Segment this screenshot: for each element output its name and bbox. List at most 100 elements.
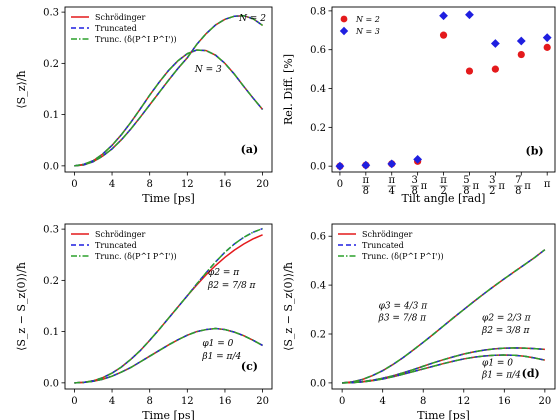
legend-label-truncated: Truncated [362,241,404,250]
series-line-trunc_delta [74,14,264,167]
y-axis-label: ⟨S_z − S_z(0)⟩/ħ [15,262,28,351]
y-tick-label: 0.0 [310,162,326,173]
series-line-truncated [74,49,264,167]
axes-frame [331,223,556,390]
y-tick-label: 0.1 [43,110,59,121]
annotation: β1 = π/4 [481,371,521,381]
annotation: (d) [522,367,540,380]
x-tick-label: 4 [109,396,115,407]
svg-text:π: π [363,175,370,186]
x-axis-label: Time [ps] [142,192,195,205]
y-tick-label: 0.0 [43,378,59,389]
scatter-point-n2 [491,65,499,73]
legend: N = 2 N = 3 [339,15,380,36]
svg-text:8: 8 [363,186,369,197]
x-tick-label: 32 π [488,175,505,197]
annotation: φ2 = π [208,268,240,278]
legend-label-schrodinger: Schrödinger [95,13,145,22]
series-line-trunc_delta [342,354,546,384]
scatter-point-n2 [517,50,525,59]
x-tick-label: 16 [219,179,232,190]
annotation: φ1 = 0 [202,339,233,349]
legend: Schrödinger Truncated Trunc. (δ(P^I P^I')) [338,230,444,261]
y-tick-label: 0.1 [43,327,59,338]
legend-label-trunc_delta: Trunc. (δ(P^I P^I')) [362,252,444,261]
scatter-point-n3 [335,161,345,171]
legend-label-schrodinger: Schrödinger [362,230,412,239]
scatter-point-n3 [465,10,474,20]
x-tick-label-pi: π [421,181,428,192]
y-tick-label: 0.0 [43,161,59,172]
scatter-point-n3 [361,160,371,170]
svg-text:2: 2 [489,186,495,197]
x-tick-label: 12 [181,179,194,190]
scatter-point-n3 [490,39,500,48]
scatter-point-n2 [465,67,474,75]
x-tick-label: 8 [146,396,152,407]
x-axis-label: Tilt angle [rad] [402,192,486,205]
scatter-point-n3 [387,159,397,169]
legend-label-truncated: Truncated [95,241,137,250]
legend-label-truncated: Truncated [95,24,137,33]
svg-text:3: 3 [411,175,417,186]
x-tick-label-pi: π [472,181,479,192]
annotation: β2 = 7/8 π [207,281,257,291]
x-tick-label: 8 [420,396,426,407]
series-line-schrodinger [74,49,264,167]
x-tick-label: π8 [361,175,370,197]
legend-label-trunc_delta: Trunc. (δ(P^I P^I')) [95,35,177,44]
panel-2: 0 4 8 12 16 20 0.0 0.1 0.2 0.3 Time [ps] ⟨S_z − S_z… [15,223,273,420]
y-tick-label: 0.3 [43,225,59,236]
series-line-trunc_delta [74,227,263,384]
annotation: β3 = 7/8 π [378,314,428,324]
x-axis-label: Time [ps] [417,409,470,420]
scatter-point-n3 [413,154,423,164]
x-tick-label: 16 [498,396,511,407]
y-axis-label: ⟨S_z⟩/ħ [15,70,28,108]
svg-text:8: 8 [411,186,417,197]
x-axis-label: Time [ps] [142,409,195,420]
series-line-truncated [342,354,546,384]
annotation: φ3 = 4/3 π [379,301,429,311]
x-tick-label: 16 [219,396,232,407]
y-tick-label: 0.2 [43,276,59,287]
x-tick-label: 0 [71,179,77,190]
svg-text:3: 3 [489,175,495,186]
axes-frame [64,223,273,390]
x-tick-label: 20 [256,396,269,407]
legend-label-trunc_delta: Trunc. (δ(P^I P^I')) [95,252,177,261]
x-tick-label: 12 [457,396,470,407]
annotation: (b) [525,145,543,158]
y-tick-label: 0.4 [310,84,326,95]
svg-text:π: π [388,175,395,186]
legend-label: N = 3 [355,27,380,36]
annotation: β2 = 3/8 π [481,326,531,336]
annotation: (c) [241,360,258,373]
x-tick-label: 4 [379,396,385,407]
scatter-point-n2 [439,31,448,39]
legend-label: N = 2 [355,15,380,24]
y-tick-label: 0.3 [43,8,59,19]
series-line-trunc_delta [342,347,545,384]
x-tick-label: 58 π [462,175,479,197]
scatter-point-n3 [516,36,526,46]
legend: Schrödinger Truncated Trunc. (δ(P^I P^I')) [71,13,177,44]
x-tick-label: 0 [71,396,77,407]
x-tick-label: π [544,179,551,190]
x-tick-label: 12 [181,396,194,407]
x-tick-label: π4 [387,175,396,197]
y-axis-label: ⟨S_z − S_z(0)⟩/ħ [282,262,295,351]
x-tick-label: 20 [256,179,269,190]
svg-text:2: 2 [440,186,446,197]
x-tick-label: π2 [439,175,448,197]
legend: Schrödinger Truncated Trunc. (δ(P^I P^I')) [71,230,177,261]
panel-3: 0 4 8 12 16 20 0.0 0.2 0.4 0.6 Time [ps] ⟨S_z − S_z… [282,223,556,420]
y-tick-label: 0.8 [310,6,326,17]
y-axis-label: Rel. Diff. [%] [282,54,295,125]
series-line-trunc_delta [74,327,263,384]
scatter-point-n3 [542,33,552,43]
annotation: φ1 = 0 [482,358,513,368]
annotation: N = 3 [194,65,222,75]
